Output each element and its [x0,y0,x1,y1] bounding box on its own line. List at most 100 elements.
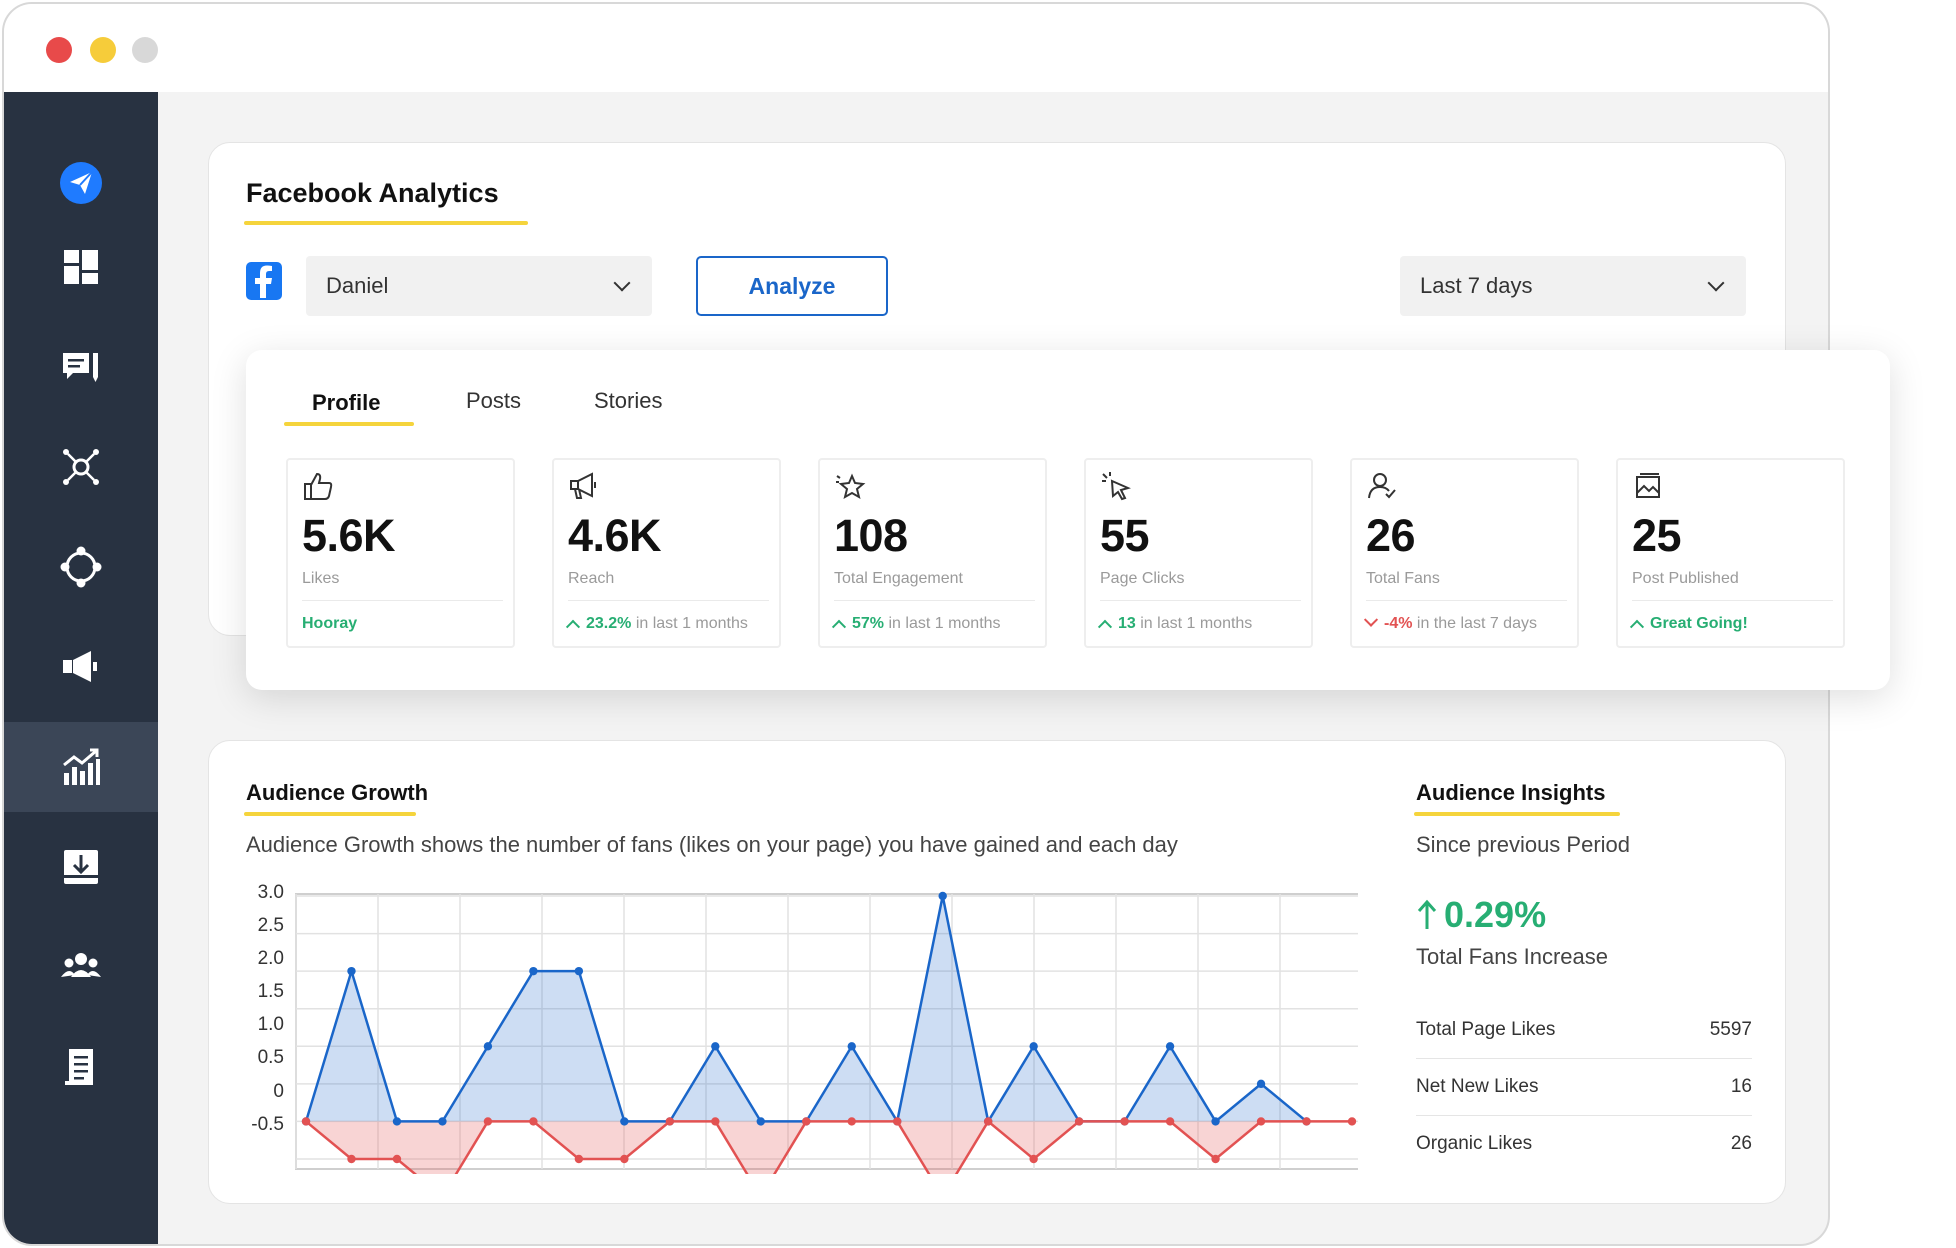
stat-footer-text: in last 1 months [635,615,748,632]
data-point-gain [347,966,356,976]
insight-row-value: 26 [1730,1133,1752,1154]
stat-footer: 57% in last 1 months [831,615,1001,634]
data-point-loss [347,1154,356,1164]
stat-label: Likes [302,570,340,587]
insights-title-underline [1414,812,1620,816]
stat-highlight: 13 [1118,615,1136,632]
nav-item-workflow[interactable] [4,522,158,612]
paper-plane-icon [60,162,102,204]
stat-value: 25 [1632,510,1682,561]
nav-item-reports[interactable] [4,1022,158,1112]
nav-item-campaigns[interactable] [4,622,158,712]
fans-increase-percent: 0.29% [1416,894,1546,936]
stat-card-reach: 4.6K Reach 23.2% in last 1 months [552,458,781,648]
insight-row-label: Total Page Likes [1416,1019,1556,1040]
sidebar [4,92,158,1244]
title-bar [4,4,1828,92]
stat-value: 108 [834,510,908,561]
stat-footer: -4% in the last 7 days [1363,612,1537,633]
stat-card-total-fans: 26 Total Fans -4% in the last 7 days [1350,458,1579,648]
nav-item-download[interactable] [4,822,158,912]
download-tray-icon [64,850,98,884]
workflow-cycle-icon [60,546,102,588]
y-tick-label: 3.0 [257,882,284,903]
nav-item-inbox[interactable] [4,322,158,412]
nav-item-analytics[interactable] [4,722,158,812]
data-point-loss [983,1117,993,1126]
tab-stories[interactable]: Stories [594,388,663,413]
trend-up-icon [565,619,581,634]
data-point-loss [301,1117,311,1126]
account-select[interactable]: Daniel [306,256,652,316]
data-point-gain [392,1117,402,1126]
data-point-gain [1165,1042,1175,1051]
data-point-loss [711,1117,720,1126]
stat-value: 55 [1100,510,1150,561]
data-point-loss [893,1117,902,1126]
insight-row: Organic Likes 26 [1416,1116,1752,1172]
divider [1416,1058,1752,1059]
growth-title-underline [244,812,416,816]
arrow-up-icon [1417,899,1437,929]
data-point-loss [1347,1117,1357,1126]
audience-growth-description: Audience Growth shows the number of fans… [246,832,1178,857]
data-point-gain [1029,1042,1038,1051]
page-title: Facebook Analytics [246,178,499,208]
nav-item-dashboard[interactable] [4,222,158,312]
data-point-loss [665,1117,675,1126]
data-point-gain [711,1042,720,1051]
analyze-button[interactable]: Analyze [696,256,888,316]
insights-subtitle: Since previous Period [1416,832,1631,857]
trend-up-icon [831,619,847,634]
y-tick-label: -0.5 [251,1114,284,1135]
stat-card-posts-published: 25 Post Published Great Going! [1616,458,1845,648]
maximize-window-button[interactable] [132,37,158,63]
user-icon [1368,473,1396,499]
stat-label: Total Engagement [834,570,963,587]
chevron-down-icon [613,274,631,292]
chevron-down-icon [1707,274,1725,292]
y-tick-label: 2.0 [257,948,284,969]
insight-row: Total Page Likes 5597 [1416,1002,1752,1058]
stat-label: Total Fans [1366,570,1440,587]
data-point-gain [483,1042,493,1051]
image-icon [1636,473,1660,498]
tab-posts[interactable]: Posts [466,388,522,413]
stat-footer: Hooray [302,615,357,633]
data-point-loss [574,1154,584,1164]
nav-item-team[interactable] [4,922,158,1012]
active-tab-indicator [284,422,414,426]
document-list-icon [65,1049,93,1085]
insight-row-value: 16 [1730,1076,1752,1097]
stat-footer: 23.2% in last 1 months [565,615,748,634]
data-point-loss [1256,1117,1266,1126]
data-point-loss [392,1154,402,1164]
data-point-gain [620,1117,629,1126]
nav-item-network[interactable] [4,422,158,512]
stat-value: 4.6K [568,510,662,561]
data-point-gain [574,966,584,976]
divider [1416,1115,1752,1116]
nav-item-send[interactable] [4,138,158,228]
tab-profile[interactable]: Profile [312,390,381,415]
stat-footer-text: in last 1 months [1140,615,1253,632]
y-tick-label: 1.0 [257,1014,284,1035]
trend-up-icon [1097,619,1113,634]
audience-growth-title: Audience Growth [246,780,429,805]
stat-label: Reach [568,570,615,587]
stat-highlight: -4% [1384,615,1413,632]
close-window-button[interactable] [46,37,72,63]
data-point-gain [938,891,947,901]
data-point-loss [1165,1117,1175,1126]
trend-down-icon [1363,612,1379,627]
minimize-window-button[interactable] [90,37,116,63]
y-tick-label: 0.5 [257,1047,284,1068]
megaphone-icon [63,651,97,682]
stat-highlight: 23.2% [586,615,632,632]
insight-row-value: 5597 [1709,1019,1752,1040]
stat-highlight: Hooray [302,615,358,632]
period-select[interactable]: Last 7 days [1400,256,1746,316]
data-point-loss [620,1154,629,1164]
y-tick-label: 2.5 [257,915,284,936]
chart-frame [295,893,1358,1170]
